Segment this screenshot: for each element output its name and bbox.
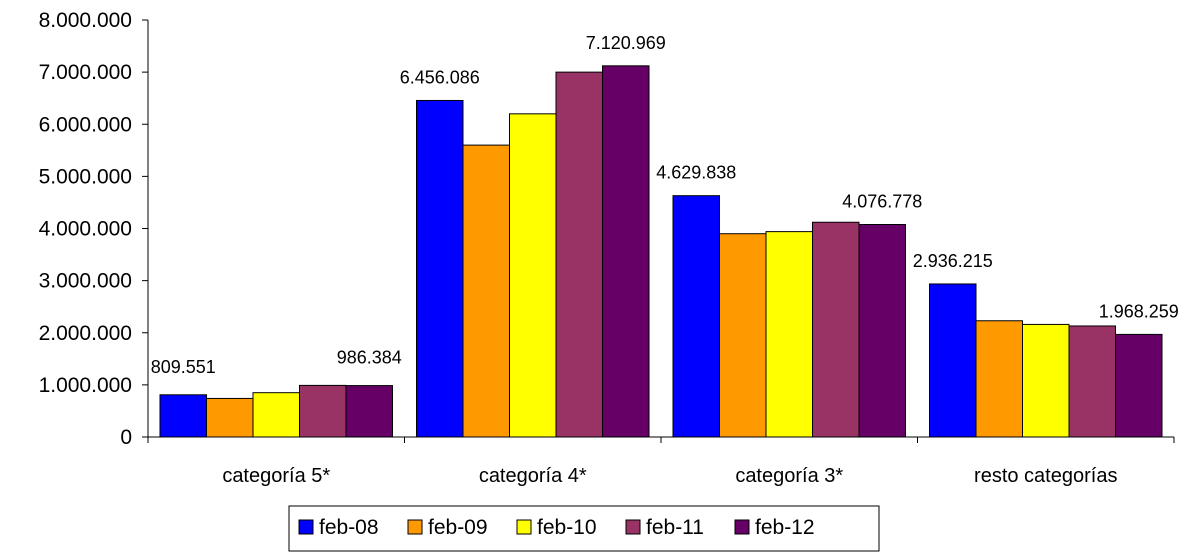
- data-label: 809.551: [151, 357, 216, 377]
- legend-label: feb-10: [537, 516, 597, 539]
- x-tick-label: categoría 5*: [222, 465, 330, 487]
- bar: [812, 221, 860, 438]
- bar: [719, 233, 767, 438]
- x-tick-label: categoría 4*: [479, 465, 587, 487]
- y-tick-label: 7.000.000: [39, 61, 132, 84]
- bar: [416, 99, 464, 438]
- bar: [462, 144, 510, 438]
- y-tick-label: 6.000.000: [39, 113, 132, 136]
- y-tick-label: 4.000.000: [39, 218, 132, 241]
- data-label: 2.936.215: [913, 251, 993, 271]
- bar: [159, 394, 207, 438]
- bar: [345, 385, 393, 438]
- bar: [975, 320, 1023, 438]
- legend-swatch: [734, 519, 750, 535]
- bar: [602, 65, 650, 438]
- y-tick-label: 0: [120, 426, 132, 449]
- x-tick-label: resto categorías: [974, 465, 1117, 487]
- bar: [555, 71, 603, 438]
- data-label: 986.384: [337, 348, 402, 368]
- legend-swatch: [407, 519, 423, 535]
- bar: [252, 392, 300, 438]
- legend-swatch: [625, 519, 641, 535]
- bar: [858, 223, 906, 438]
- bar: [299, 384, 347, 438]
- bar: [1022, 323, 1070, 438]
- y-tick-label: 5.000.000: [39, 165, 132, 188]
- y-tick-label: 3.000.000: [39, 270, 132, 293]
- legend-box: [288, 505, 880, 552]
- bar: [206, 397, 254, 438]
- bar: [929, 283, 977, 438]
- bar: [672, 195, 720, 438]
- legend-swatch: [516, 519, 532, 535]
- bar: [1115, 333, 1163, 438]
- y-tick-label: 2.000.000: [39, 322, 132, 345]
- legend-label: feb-09: [428, 516, 488, 539]
- bar: [1068, 325, 1116, 438]
- legend-swatch: [298, 519, 314, 535]
- y-tick-label: 8.000.000: [39, 9, 132, 32]
- data-label: 4.629.838: [656, 163, 736, 183]
- y-tick-label: 1.000.000: [39, 374, 132, 397]
- legend-label: feb-12: [755, 516, 815, 539]
- bar: [509, 113, 557, 438]
- data-label: 4.076.778: [842, 191, 922, 211]
- data-label: 1.968.259: [1099, 301, 1179, 321]
- legend-label: feb-08: [319, 516, 379, 539]
- data-label: 7.120.969: [586, 33, 666, 53]
- legend-label: feb-11: [646, 516, 704, 539]
- x-tick-label: categoría 3*: [735, 465, 843, 487]
- data-label: 6.456.086: [400, 67, 480, 87]
- bar: [765, 231, 813, 438]
